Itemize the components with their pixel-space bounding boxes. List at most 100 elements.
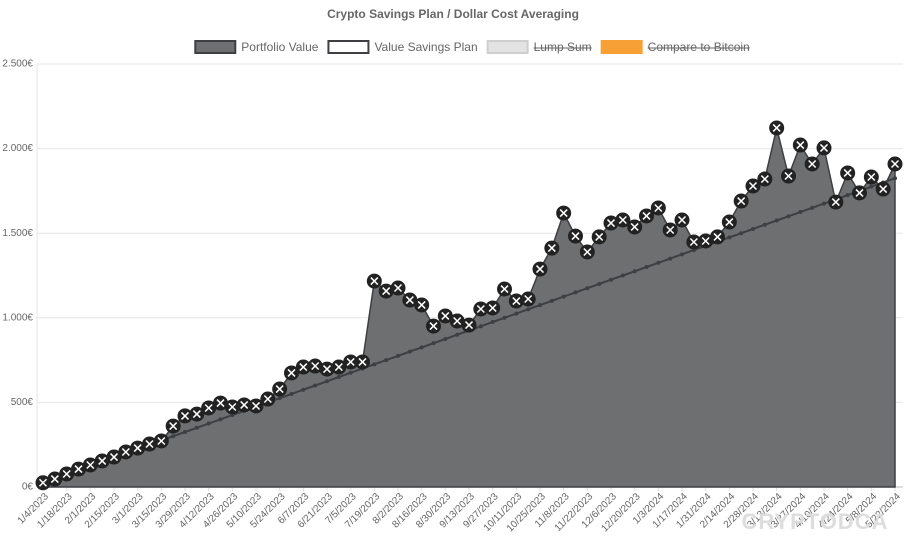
point-cross — [772, 123, 781, 132]
portfolio-point — [355, 354, 370, 370]
portfolio-point — [591, 229, 607, 245]
legend-swatch — [327, 40, 370, 54]
portfolio-point — [272, 381, 288, 397]
portfolio-point — [852, 185, 867, 201]
chart-title: Crypto Savings Plan / Dollar Cost Averag… — [327, 7, 579, 21]
portfolio-point — [639, 208, 654, 224]
point-cross — [405, 296, 414, 305]
portfolio-point — [627, 219, 643, 235]
savings-point — [348, 370, 353, 375]
savings-point — [490, 320, 495, 325]
savings-point — [301, 387, 306, 392]
savings-point — [277, 396, 282, 401]
point-cross — [263, 394, 272, 404]
portfolio-point — [721, 214, 737, 230]
savings-point — [644, 265, 649, 270]
legend-label: Value Savings Plan — [374, 40, 477, 54]
savings-point — [739, 231, 744, 236]
point-cross — [890, 159, 900, 169]
portfolio-point — [343, 354, 359, 370]
savings-point — [893, 176, 897, 181]
savings-point — [786, 214, 791, 219]
savings-point — [549, 298, 554, 303]
point-cross — [713, 232, 722, 241]
point-cross — [358, 357, 367, 366]
point-cross — [512, 297, 521, 306]
point-cross — [464, 321, 474, 330]
point-cross — [618, 215, 627, 225]
point-cross — [441, 311, 450, 320]
point-cross — [299, 363, 308, 372]
point-cross — [240, 400, 249, 409]
savings-point — [810, 205, 815, 210]
savings-point — [336, 375, 341, 380]
point-cross — [204, 403, 213, 413]
point-cross — [666, 225, 675, 235]
point-cross — [145, 439, 154, 449]
portfolio-point — [863, 169, 879, 185]
point-cross — [583, 247, 592, 257]
point-cross — [228, 402, 237, 411]
savings-point — [620, 273, 625, 278]
savings-point — [384, 358, 389, 363]
point-cross — [831, 198, 840, 207]
point-cross — [843, 168, 852, 177]
portfolio-point — [733, 193, 749, 209]
point-cross — [524, 294, 533, 304]
portfolio-point — [165, 418, 181, 434]
point-cross — [370, 277, 379, 286]
portfolio-point — [745, 178, 761, 194]
savings-point — [407, 349, 412, 354]
portfolio-point — [153, 433, 169, 449]
point-cross — [382, 287, 391, 296]
portfolio-point — [650, 200, 666, 216]
savings-point — [680, 252, 684, 257]
savings-point — [751, 226, 755, 231]
point-cross — [595, 232, 604, 241]
savings-point — [431, 341, 436, 346]
point-cross — [322, 365, 332, 374]
y-tick-label: 2.500€ — [2, 59, 33, 70]
portfolio-point — [662, 222, 678, 238]
savings-point — [597, 281, 602, 286]
savings-point — [455, 332, 460, 337]
y-tick-label: 1.500€ — [2, 228, 33, 239]
savings-point — [798, 210, 803, 215]
portfolio-point — [35, 475, 51, 491]
point-cross — [429, 322, 438, 331]
watermark: CRYPTODCA — [741, 509, 888, 534]
portfolio-point — [426, 318, 441, 334]
y-tick-label: 500€ — [11, 397, 34, 408]
point-cross — [62, 469, 71, 479]
portfolio-point — [875, 181, 891, 197]
portfolio-point — [887, 156, 903, 172]
portfolio-point — [508, 293, 524, 309]
portfolio-point — [366, 273, 382, 289]
point-cross — [287, 368, 296, 377]
portfolio-point — [485, 300, 501, 316]
savings-point — [632, 269, 637, 274]
portfolio-point — [497, 281, 512, 297]
point-cross — [133, 444, 142, 453]
savings-point — [526, 307, 531, 312]
point-cross — [180, 411, 190, 420]
point-cross — [476, 304, 485, 314]
savings-point — [443, 336, 448, 341]
savings-point — [514, 311, 519, 316]
point-cross — [630, 222, 639, 231]
legend-label: Lump Sum — [534, 40, 592, 54]
point-cross — [38, 478, 48, 487]
point-cross — [275, 385, 284, 394]
savings-point — [194, 425, 199, 430]
savings-point — [396, 353, 400, 358]
legend-swatch — [194, 40, 237, 54]
point-cross — [808, 159, 817, 169]
savings-point — [218, 417, 223, 422]
savings-point — [762, 222, 767, 227]
point-cross — [606, 219, 616, 228]
portfolio-point — [94, 453, 110, 469]
point-cross — [121, 447, 130, 457]
savings-point — [313, 383, 318, 388]
point-cross — [642, 211, 651, 220]
